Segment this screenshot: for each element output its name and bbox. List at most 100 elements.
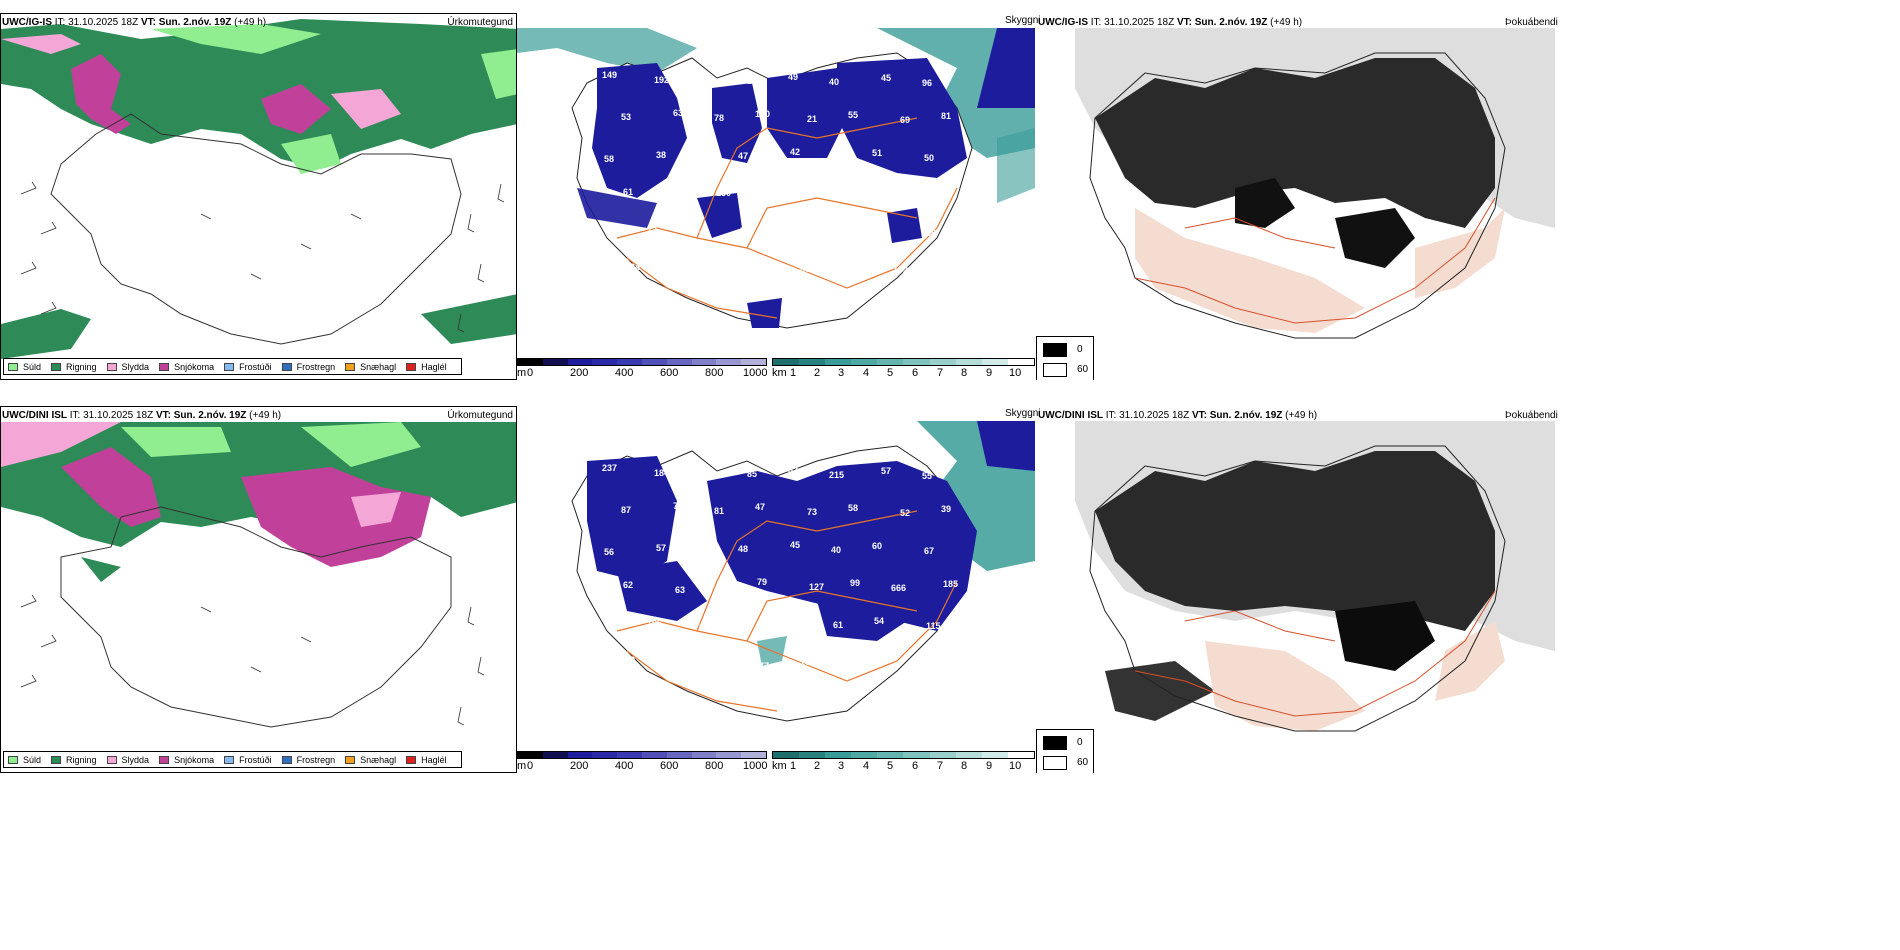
low-visibility-area xyxy=(517,28,697,73)
tick-label: 10 xyxy=(1009,760,1022,772)
visibility-value-label: 63 xyxy=(852,653,862,663)
visibility-value-label: 58 xyxy=(848,503,858,513)
model-name: UWC/DINI ISL xyxy=(1038,410,1103,421)
low-ceiling-area xyxy=(747,298,782,328)
fog-dense xyxy=(1335,208,1415,268)
visibility-value-label: 115 xyxy=(926,621,941,631)
precip-type-panel-row1: Súld Rigning Slydda Snjókoma Frostúði Fr… xyxy=(0,13,517,380)
visibility-value-label: 62 xyxy=(716,581,726,591)
low-ceiling-area xyxy=(977,28,1035,108)
visibility-value-label: 51 xyxy=(872,148,882,158)
lead-time: (+49 h) xyxy=(249,410,282,421)
visibility-value-label: 68 xyxy=(926,228,936,238)
visibility-value-label: 61 xyxy=(833,620,843,630)
tick-label: 1 xyxy=(790,760,797,772)
rain-area xyxy=(1,19,516,169)
visibility-value-label: 192 xyxy=(654,75,669,85)
legend-item: Haglél xyxy=(406,362,447,372)
visibility-value-label: 54 xyxy=(792,222,802,232)
visibility-value-label: 81 xyxy=(941,111,951,121)
visibility-value-label: 67 xyxy=(924,546,934,556)
visibility-value-label: 139 xyxy=(850,185,865,195)
lead-time: (+49 h) xyxy=(234,17,267,28)
visibility-value-label: 155 xyxy=(747,76,762,86)
legend-item: Slydda xyxy=(106,362,149,372)
visibility-value-label: 59 xyxy=(874,223,884,233)
legend-swatch xyxy=(51,362,62,371)
low-ceiling-area xyxy=(617,561,707,621)
clear-land xyxy=(1415,208,1505,298)
tick-label: 400 xyxy=(615,367,634,379)
precip-type-panel-row2: Súld Rigning Slydda Snjókoma Frostúði Fr… xyxy=(0,406,517,773)
legend-swatch xyxy=(281,362,292,371)
iceland-outline xyxy=(1089,445,1506,732)
visibility-value-label: 59 xyxy=(675,192,685,202)
tick-label: 9 xyxy=(986,760,993,772)
visibility-value-label: 157 xyxy=(809,189,824,199)
visibility-labels: 149 192 45 155 49 40 45 96 53 63 78 120 21 55 69 81 58 38… xyxy=(602,70,955,278)
visibility-value-label: 100 xyxy=(852,260,867,270)
fog-legend-light-swatch xyxy=(1043,363,1067,377)
legend-item: Súld xyxy=(8,362,41,372)
visibility-value-label: 56 xyxy=(604,547,614,557)
legend-item: Frostregn xyxy=(281,755,335,765)
visibility-value-label: 62 xyxy=(623,580,633,590)
visibility-value-label: 85 xyxy=(747,469,757,479)
visibility-value-label: 63 xyxy=(673,108,683,118)
panel-title-precip-row1: Úrkomutegund xyxy=(447,17,513,28)
iceland-outline xyxy=(50,113,462,345)
vt-value: Sun. 2.nóv. 19Z xyxy=(158,17,232,28)
tick-label: 7 xyxy=(937,760,944,772)
panel-title-vis-row1: Skyggni xyxy=(1005,15,1041,26)
fog-legend-low: 60 xyxy=(1077,364,1089,375)
low-ceiling-area xyxy=(707,461,977,631)
visibility-value-label: 105 xyxy=(800,657,815,667)
visibility-value-label: 70 xyxy=(699,230,709,240)
visibility-value-label: 48 xyxy=(831,152,841,162)
visibility-panel-row2: 237 184 139 85 82 215 57 55 87 77 81 47 73 58 52 39 56 57… xyxy=(517,421,1035,773)
visibility-value-label: 47 xyxy=(755,502,765,512)
visibility-value-label: 130 xyxy=(716,188,731,198)
tick-label: 800 xyxy=(705,367,724,379)
legend-label: Frostúði xyxy=(239,361,272,372)
ceiling-unit: m xyxy=(517,367,527,379)
panel-title-fog-row2: Þokuábendi xyxy=(1505,410,1558,421)
legend-swatch xyxy=(51,755,62,764)
sleet-area xyxy=(331,89,401,129)
vt-value: Sun. 2.nóv. 19Z xyxy=(1194,17,1268,28)
visibility-value-label: 40 xyxy=(829,77,839,87)
tick-label: 1000 xyxy=(743,367,768,379)
visibility-value-label: 42 xyxy=(697,146,707,156)
tick-label: 5 xyxy=(887,367,894,379)
it-value: 31.10.2025 18Z xyxy=(68,17,139,28)
visibility-value-label: 102 xyxy=(718,656,733,666)
legend-label: Rigning xyxy=(66,361,97,372)
fog-dense xyxy=(1105,661,1215,721)
tick-label: 4 xyxy=(863,760,870,772)
visibility-value-label: 104 xyxy=(625,262,640,272)
legend-swatch xyxy=(159,362,170,371)
panel-header-row1-precip: UWC/IG-IS IT: 31.10.2025 18Z VT: Sun. 2.… xyxy=(2,17,266,29)
tick-label: 8 xyxy=(961,367,968,379)
low-ceiling-area xyxy=(577,188,657,228)
legend-label: Snæhagl xyxy=(360,361,397,372)
model-name: UWC/DINI ISL xyxy=(2,410,67,421)
legend-item: Frostregn xyxy=(281,362,335,372)
visibility-value-label: 65 xyxy=(666,660,676,670)
legend-item: Súld xyxy=(8,755,41,765)
fog-legend-dark-swatch xyxy=(1043,343,1067,357)
precip-type-map-row1 xyxy=(1,14,516,379)
tick-label: 10 xyxy=(1009,367,1022,379)
fog-dense xyxy=(1095,58,1495,228)
snow-area xyxy=(61,447,161,527)
visibility-value-label: 45 xyxy=(881,73,891,83)
wind-barbs xyxy=(20,181,505,333)
legend-swatch xyxy=(8,755,18,764)
legend-label: Rigning xyxy=(66,754,97,765)
visibility-unit: km xyxy=(772,367,787,379)
model-name: UWC/IG-IS xyxy=(2,17,52,28)
panel-title-precip-row2: Úrkomutegund xyxy=(447,410,513,421)
visibility-value-label: 49 xyxy=(788,72,798,82)
tick-label: 0 xyxy=(527,367,534,379)
it-label: IT: xyxy=(54,17,66,28)
